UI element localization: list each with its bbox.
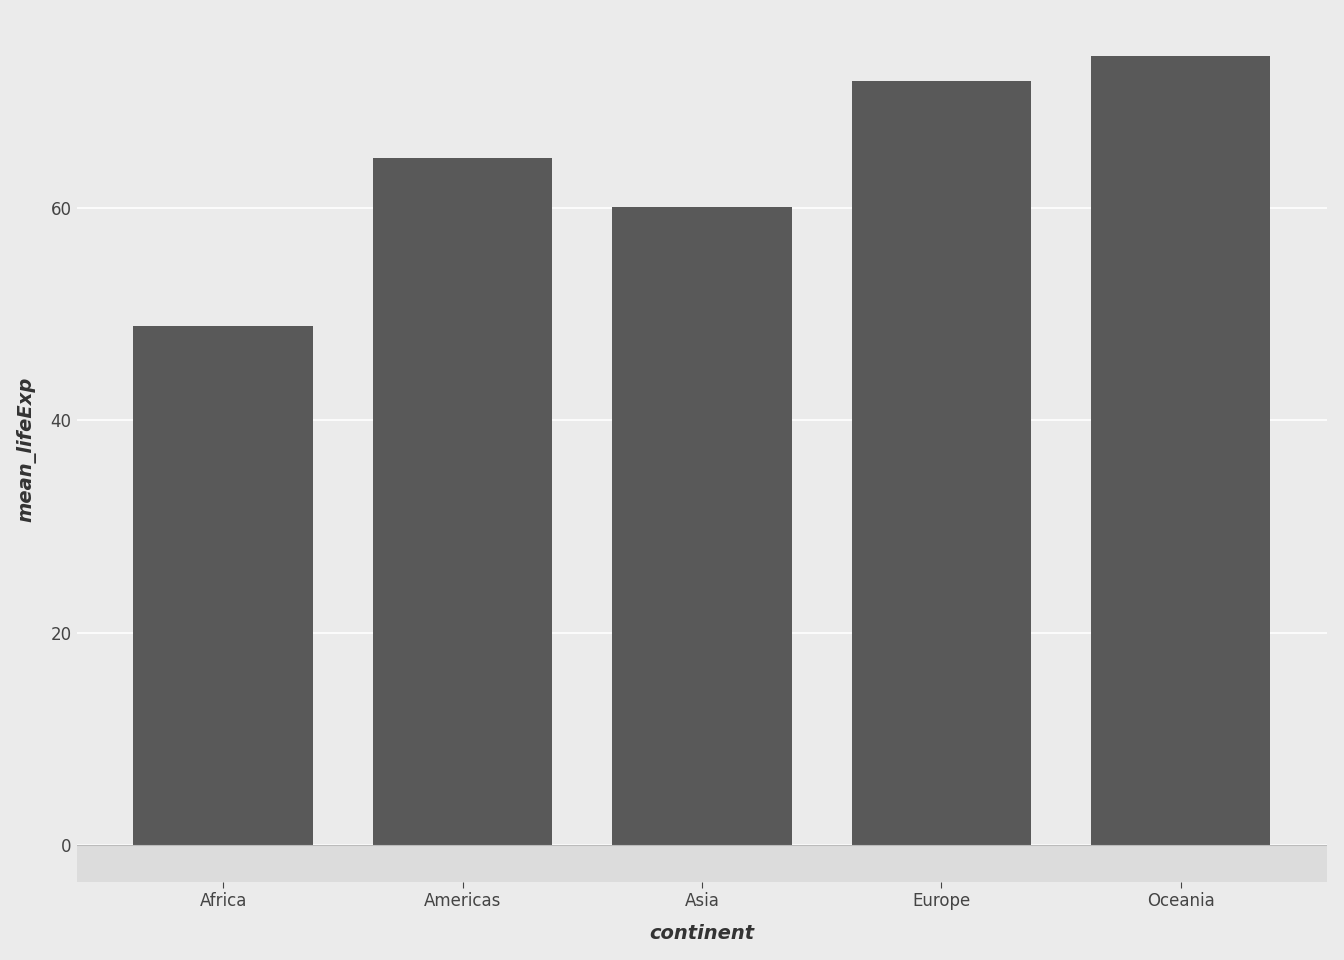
X-axis label: continent: continent xyxy=(649,924,754,944)
Bar xyxy=(133,326,313,845)
Bar xyxy=(852,82,1031,845)
Bar xyxy=(77,845,1328,882)
Bar xyxy=(1091,56,1270,845)
Bar xyxy=(612,207,792,845)
Bar xyxy=(372,158,552,845)
Y-axis label: mean_lifeExp: mean_lifeExp xyxy=(16,376,36,522)
